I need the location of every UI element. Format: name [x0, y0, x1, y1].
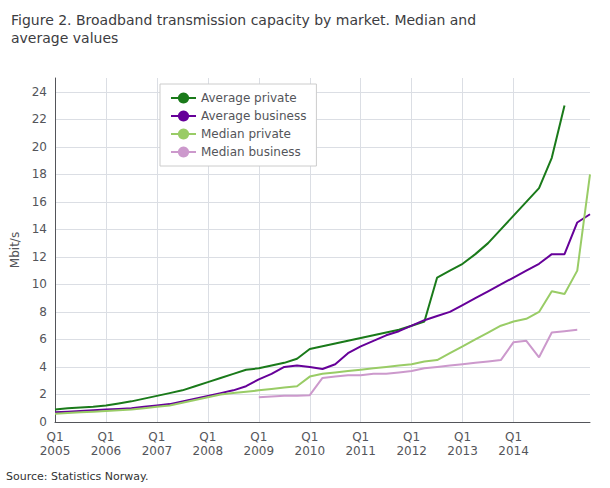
- svg-text:20: 20: [32, 140, 47, 154]
- svg-text:Average business: Average business: [201, 109, 306, 123]
- svg-text:2006: 2006: [91, 444, 122, 458]
- svg-text:14: 14: [32, 222, 47, 236]
- svg-text:Source: Statistics Norway.: Source: Statistics Norway.: [6, 470, 148, 483]
- svg-text:Q1: Q1: [301, 430, 318, 444]
- svg-text:12: 12: [32, 250, 47, 264]
- svg-text:Q1: Q1: [199, 430, 216, 444]
- svg-text:Q1: Q1: [97, 430, 114, 444]
- svg-text:Q1: Q1: [403, 430, 420, 444]
- svg-text:2010: 2010: [294, 444, 325, 458]
- svg-text:2007: 2007: [142, 444, 173, 458]
- svg-text:Q1: Q1: [454, 430, 471, 444]
- svg-text:2014: 2014: [498, 444, 529, 458]
- svg-text:Q1: Q1: [148, 430, 165, 444]
- svg-text:Q1: Q1: [505, 430, 522, 444]
- svg-text:Mbit/s: Mbit/s: [8, 232, 22, 268]
- svg-text:16: 16: [32, 195, 47, 209]
- svg-text:18: 18: [32, 167, 47, 181]
- svg-text:Figure 2. Broadband transmissi: Figure 2. Broadband transmission capacit…: [11, 12, 476, 28]
- svg-text:6: 6: [39, 332, 47, 346]
- svg-text:2012: 2012: [396, 444, 427, 458]
- svg-text:Median business: Median business: [201, 145, 301, 159]
- svg-text:4: 4: [39, 360, 47, 374]
- svg-text:2009: 2009: [244, 444, 275, 458]
- svg-text:2: 2: [39, 387, 47, 401]
- svg-text:Q1: Q1: [46, 430, 63, 444]
- svg-text:Q1: Q1: [250, 430, 267, 444]
- svg-text:10: 10: [32, 277, 47, 291]
- svg-text:2011: 2011: [345, 444, 376, 458]
- svg-text:2008: 2008: [193, 444, 224, 458]
- svg-text:24: 24: [32, 85, 47, 99]
- svg-text:2013: 2013: [447, 444, 478, 458]
- svg-text:22: 22: [32, 112, 47, 126]
- svg-text:Average private: Average private: [201, 91, 297, 105]
- svg-text:0: 0: [39, 415, 47, 429]
- svg-text:8: 8: [39, 305, 47, 319]
- svg-text:Median private: Median private: [201, 127, 291, 141]
- svg-text:average values: average values: [11, 30, 118, 46]
- svg-text:Q1: Q1: [352, 430, 369, 444]
- svg-text:2005: 2005: [40, 444, 71, 458]
